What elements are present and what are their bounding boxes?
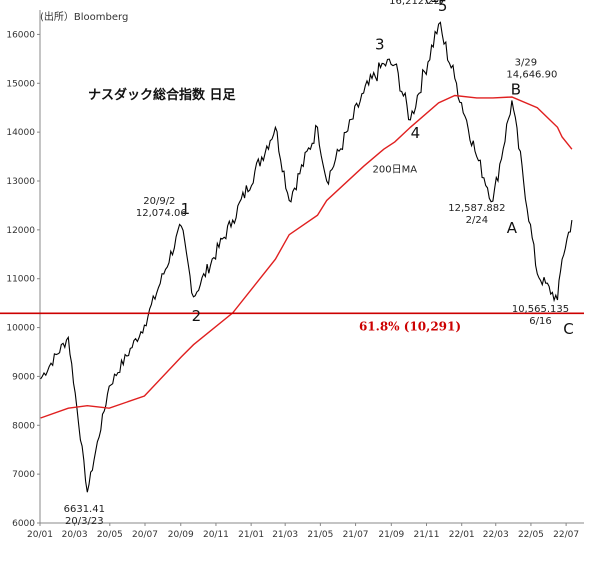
- annotation-label: 16,212.22: [389, 0, 440, 7]
- y-tick-label: 16000: [6, 30, 35, 40]
- x-tick-label: 21/01: [238, 530, 264, 540]
- annotation-label: 14,646.90: [506, 70, 557, 81]
- annotation-label: 200日MA: [372, 165, 417, 176]
- y-tick-label: 8000: [12, 421, 35, 431]
- fibonacci-line: 61.8% (10,291): [0, 312, 584, 333]
- x-tick-label: 20/01: [27, 530, 53, 540]
- chart-title: ナスダック総合指数 日足: [88, 87, 237, 103]
- y-tick-label: 9000: [12, 372, 35, 382]
- plot-area: [40, 21, 573, 493]
- annotation-label: 2/24: [466, 215, 488, 226]
- x-tick-label: 22/07: [553, 530, 579, 540]
- annotations: (1)521/11/2216,212.2234120/9/212,074.062…: [64, 0, 574, 527]
- price-line: [40, 21, 573, 493]
- x-tick-label: 20/07: [132, 530, 158, 540]
- annotation-label: 5: [438, 0, 448, 15]
- y-tick-label: 14000: [6, 128, 35, 138]
- annotation-label: 12,074.06: [136, 208, 187, 219]
- x-tick-label: 21/03: [272, 530, 298, 540]
- x-tick-label: 22/05: [518, 530, 544, 540]
- annotation-label: 20/3/23: [65, 516, 104, 527]
- x-tick-label: 22/03: [483, 530, 509, 540]
- x-tick-label: 21/09: [378, 530, 404, 540]
- annotation-label: (1): [424, 0, 445, 6]
- annotation-label: 3: [375, 36, 385, 54]
- annotation-label: A: [507, 219, 518, 237]
- annotation-label: 3/29: [515, 58, 537, 69]
- x-tick-label: 21/07: [343, 530, 369, 540]
- x-tick-label: 20/05: [97, 530, 123, 540]
- x-tick-label: 21/05: [307, 530, 333, 540]
- y-tick-label: 13000: [6, 177, 35, 187]
- annotation-label: 1: [181, 200, 191, 218]
- x-tick-label: 20/11: [203, 530, 229, 540]
- y-tick-label: 12000: [6, 226, 35, 236]
- annotation-label: B: [511, 81, 521, 99]
- y-tick-label: 10000: [6, 324, 35, 334]
- y-tick-label: 15000: [6, 79, 35, 89]
- y-tick-label: 6000: [12, 519, 35, 529]
- fib-label: 61.8% (10,291): [359, 319, 461, 333]
- x-tick-label: 20/03: [62, 530, 88, 540]
- annotation-label: 12,587.882: [448, 203, 505, 214]
- y-tick-label: 7000: [12, 470, 35, 480]
- x-tick-label: 21/11: [414, 530, 440, 540]
- y-tick-label: 11000: [6, 275, 35, 285]
- annotation-label: 6/16: [529, 316, 551, 327]
- source-label: (出所）Bloomberg: [40, 10, 128, 23]
- annotation-label: 20/9/2: [143, 196, 175, 207]
- ma-200-line: [40, 94, 573, 419]
- annotation-label: 4: [411, 124, 421, 142]
- y-axis: 6000 7000 8000 9000 10000 11000 12000 13000 1400…: [6, 10, 41, 529]
- annotation-label: 6631.41: [64, 504, 105, 515]
- annotation-label: C: [563, 320, 573, 338]
- annotation-label: 10,565.135: [512, 304, 569, 315]
- x-tick-label: 20/09: [168, 530, 194, 540]
- x-axis: 20/01 20/03 20/05 20/07 20/09 20/11 21/01 21/03…: [27, 522, 584, 540]
- annotation-label: 2: [192, 307, 202, 325]
- x-tick-label: 22/01: [449, 530, 475, 540]
